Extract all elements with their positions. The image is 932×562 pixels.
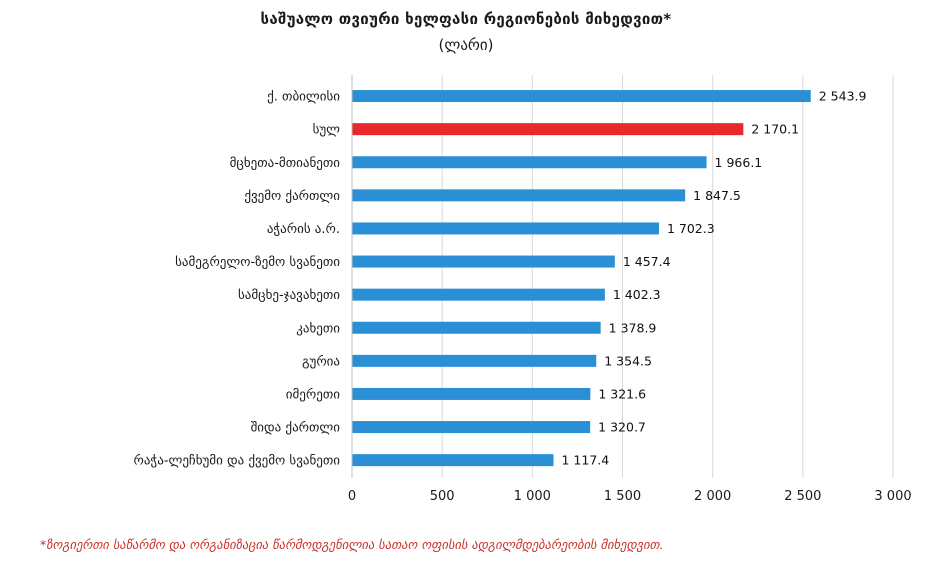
category-label: სამცხე-ჯავახეთი [238,288,340,303]
value-label: 1 702.3 [667,221,715,236]
bar-chart: 0 500 1 000 1 500 2 000 2 500 3 000 ქ. თბილისი 2… [133,75,912,504]
value-label: 1 321.6 [598,386,646,401]
category-label: შიდა ქართლი [251,421,341,436]
chart-subtitle: (ლარი) [438,36,494,54]
category-label: სულ [313,123,341,138]
bar [352,321,601,334]
x-tick-label: 1 000 [514,489,551,504]
value-label: 1 354.5 [604,353,652,368]
bar [352,156,707,169]
bar [352,189,686,202]
category-label: კახეთი [296,321,340,336]
bar [352,454,554,467]
bar [352,421,591,434]
bar [352,354,597,367]
category-label: რაჭა-ლეჩხუმი და ქვემო სვანეთი [133,454,340,469]
category-label: მცხეთა-მთიანეთი [230,156,341,171]
value-label: 1 378.9 [609,320,657,335]
bar [352,387,591,400]
bar [352,123,744,136]
footnote: *ზოგიერთი საწარმო და ორგანიზაცია წარმოდგ… [40,537,664,552]
bar [352,222,659,235]
value-label: 1 847.5 [693,188,741,203]
gridlines [351,75,894,478]
value-label: 2 543.9 [819,89,867,104]
category-label: ქვემო ქართლი [244,189,340,204]
value-label: 1 117.4 [562,453,610,468]
category-label: იმერეთი [286,387,340,402]
value-label: 1 457.4 [623,254,671,269]
x-tick-label: 1 500 [604,489,641,504]
value-label: 1 402.3 [613,287,661,302]
bar [352,288,605,301]
chart-title: საშუალო თვიური ხელფასი რეგიონების მიხედვ… [260,10,672,28]
bar [352,255,615,268]
bar [352,90,811,103]
labels: 0 500 1 000 1 500 2 000 2 500 3 000 ქ. თბილისი 2… [133,89,911,504]
x-tick-label: 0 [348,489,356,504]
category-label: ქ. თბილისი [267,90,340,105]
category-label: აჭარის ა.რ. [267,222,340,237]
x-tick-label: 2 500 [784,489,821,504]
value-label: 2 170.1 [751,122,799,137]
x-tick-label: 2 000 [694,489,731,504]
x-tick-label: 3 000 [874,489,911,504]
value-label: 1 320.7 [598,420,646,435]
bars [352,90,811,467]
x-tick-label: 500 [430,489,455,504]
category-label: გურია [302,354,340,369]
category-label: სამეგრელო-ზემო სვანეთი [175,255,340,270]
value-label: 1 966.1 [715,155,763,170]
